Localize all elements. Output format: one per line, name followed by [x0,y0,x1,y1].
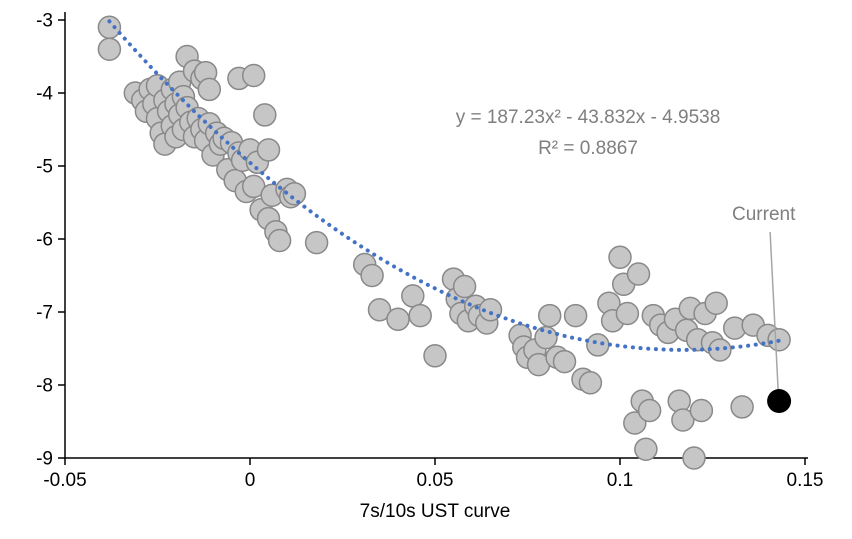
scatter-point [367,298,392,322]
scatter-point [452,274,477,299]
scatter-point [408,303,432,328]
trendline-equation: y = 187.23x² - 43.832x - 4.9538 [455,107,721,128]
y-tick-label: -3 [36,11,53,32]
scatter-point [578,371,603,395]
scatter-point [360,263,384,288]
annotation-leader-line [769,231,779,390]
y-tick-label: -4 [36,84,53,105]
x-tick-label: -0.05 [43,470,86,491]
scatter-point [637,398,662,423]
scatter-point [534,325,558,350]
x-axis-title: 7s/10s UST curve [359,501,511,522]
r-squared-value: R² = 0.8867 [538,138,638,159]
scatter-point [267,228,292,253]
scatter-point [241,63,266,88]
x-tick-label: 0.05 [417,470,454,491]
y-tick-label: -9 [36,449,53,470]
scatter-point [537,303,562,328]
scatter-point [615,301,640,326]
scatter-point [563,303,588,328]
y-tick-label: -5 [36,157,53,178]
y-tick-label: -8 [36,376,53,397]
scatter-point [626,262,651,286]
scatter-point [704,291,728,315]
scatter-point [197,77,222,102]
scatter-point [253,103,277,127]
scatter-point [401,284,425,308]
scatter-point [256,138,281,162]
scatter-point [478,298,503,322]
x-tick-label: 0.15 [787,470,824,491]
trendline [107,19,785,352]
scatter-point [682,446,706,470]
scatter-point [608,245,632,270]
scatter-point [708,338,732,362]
y-tick-label: -6 [36,230,53,251]
scatter-point [97,37,122,61]
y-tick-label: -7 [36,303,53,324]
scatter-point [671,408,695,432]
scatter-point [634,437,658,461]
scatter-point [386,307,410,332]
scatter-point [304,230,329,255]
scatter-point [282,181,307,206]
scatter-point [667,389,691,413]
current-annotation-label: Current [732,204,796,225]
trendline-equation-block: y = 187.23x² - 43.832x - 4.9538 R² = 0.8… [408,102,768,164]
current-point [767,389,792,414]
scatter-point [423,344,447,368]
x-tick-label: 0 [245,470,256,491]
x-tick-label: 0.1 [607,470,633,491]
scatter-point [586,333,610,357]
scatter-point [689,398,714,423]
scatter-point [730,395,754,419]
scatter-point [552,349,577,374]
